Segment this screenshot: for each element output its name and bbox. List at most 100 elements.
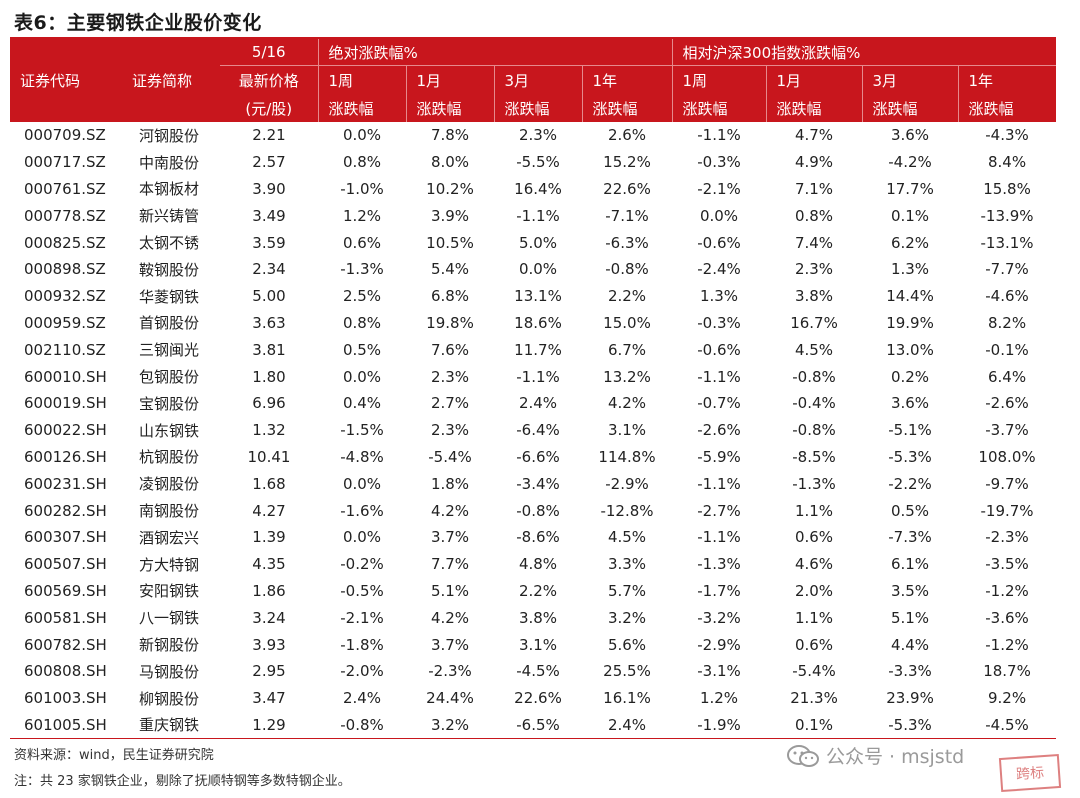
latest-price: 1.86 (252, 581, 286, 600)
rel-change-cell: 3.6% (890, 394, 930, 413)
abs-change-cell: -0.5% (340, 581, 384, 600)
header-change: 涨跌幅 (861, 94, 959, 122)
rel-change-cell: -2.6% (985, 394, 1029, 413)
abs-change-cell: 0.4% (342, 394, 382, 413)
header-rel-group: 相对沪深300指数涨跌幅% (671, 39, 1057, 66)
stock-name: 河钢股份 (139, 126, 200, 145)
stock-name: 重庆钢铁 (122, 711, 220, 740)
rel-change-cell: -1.7% (697, 581, 741, 600)
header-code: 证券代码 (10, 39, 122, 122)
stock-name: 太钢不锈 (139, 234, 200, 253)
abs-change-cell: 5.4% (430, 260, 470, 279)
source-note: 资料来源：wind，民生证券研究院 (14, 748, 214, 763)
abs-change-cell: 0.8% (342, 153, 382, 172)
latest-price: 5.00 (252, 287, 286, 306)
rel-change-cell: 4.5% (794, 340, 834, 359)
abs-change-cell: -1.3% (340, 260, 384, 279)
latest-price: 1.39 (252, 528, 286, 547)
header-change: 涨跌幅 (581, 94, 673, 122)
stock-code: 000932.SZ (24, 287, 106, 306)
abs-change-cell: -0.8% (516, 501, 560, 520)
abs-change-cell: 0.0% (342, 367, 382, 386)
rel-change-cell: 4.7% (794, 126, 834, 145)
abs-change-cell: 2.4% (582, 711, 673, 740)
stock-code: 600126.SH (24, 447, 107, 466)
stock-name: 安阳钢铁 (139, 582, 200, 601)
rel-change-cell: 1.3% (890, 260, 930, 279)
stock-code: 601003.SH (24, 689, 107, 708)
rel-change-cell: 13.0% (886, 340, 934, 359)
abs-change-cell: 19.8% (426, 313, 474, 332)
rel-change-cell: 6.1% (890, 555, 930, 574)
table-row: 000717.SZ 中南股份 2.57 0.8% 8.0% -5.5% 15.2% -0.3%… (10, 149, 1056, 176)
stock-name: 鞍钢股份 (139, 260, 200, 279)
rel-change-cell: -19.7% (980, 501, 1034, 520)
rel-change-cell: -3.5% (985, 555, 1029, 574)
abs-change-cell: 3.1% (518, 635, 558, 654)
abs-change-cell: 0.5% (342, 340, 382, 359)
rel-change-cell: 1.1% (794, 608, 834, 627)
abs-change-cell: -4.5% (516, 662, 560, 681)
header-period: 3月 (493, 65, 582, 94)
latest-price: 3.47 (252, 689, 286, 708)
abs-change-cell: -4.8% (340, 447, 384, 466)
latest-price: 3.81 (252, 340, 286, 359)
abs-change-cell: 2.7% (430, 394, 470, 413)
rel-change-cell: -1.2% (985, 635, 1029, 654)
stock-code: 000709.SZ (24, 126, 106, 145)
latest-price: 1.32 (252, 421, 286, 440)
abs-change-cell: -1.6% (340, 501, 384, 520)
rel-change-cell: 21.3% (790, 689, 838, 708)
rel-change-cell: -4.5% (958, 711, 1057, 740)
rel-change-cell: 8.2% (987, 313, 1027, 332)
table-body: 000709.SZ 河钢股份 2.21 0.0% 7.8% 2.3% 2.6% -1.1% 4.… (10, 122, 1057, 740)
table-row: 601005.SH 重庆钢铁 1.29 -0.8% 3.2% -6.5% 2.4% -1.9%… (10, 711, 1057, 740)
latest-price: 6.96 (252, 394, 286, 413)
stock-name: 凌钢股份 (139, 475, 200, 494)
header-period: 1月 (765, 65, 863, 94)
abs-change-cell: 7.8% (430, 126, 470, 145)
stock-code: 600282.SH (24, 501, 107, 520)
abs-change-cell: 11.7% (514, 340, 562, 359)
rel-change-cell: -5.4% (792, 662, 836, 681)
abs-change-cell: -2.0% (340, 662, 384, 681)
stock-code: 600581.SH (24, 608, 107, 627)
abs-change-cell: 0.0% (342, 528, 382, 547)
latest-price: 1.80 (252, 367, 286, 386)
rel-change-cell: 15.8% (983, 179, 1031, 198)
header-abs-group: 绝对涨跌幅% (317, 39, 673, 66)
abs-change-cell: 4.2% (607, 394, 647, 413)
rel-change-cell: -9.7% (985, 474, 1029, 493)
abs-change-cell: 13.1% (514, 287, 562, 306)
abs-change-cell: -1.8% (340, 635, 384, 654)
table-row: 000709.SZ 河钢股份 2.21 0.0% 7.8% 2.3% 2.6% -1.1% 4.… (10, 122, 1056, 149)
latest-price: 1.68 (252, 474, 286, 493)
rel-change-cell: -8.5% (792, 447, 836, 466)
rel-change-cell: -2.3% (985, 528, 1029, 547)
abs-change-cell: 0.0% (518, 260, 558, 279)
table-row: 600569.SH 安阳钢铁 1.86 -0.5% 5.1% 2.2% 5.7% -1.7% 2… (10, 578, 1056, 605)
rel-change-cell: -3.2% (697, 608, 741, 627)
abs-change-cell: 6.8% (430, 287, 470, 306)
abs-change-cell: 114.8% (598, 447, 656, 466)
rel-change-cell: 8.4% (987, 153, 1027, 172)
abs-change-cell: 4.8% (518, 555, 558, 574)
latest-price: 3.90 (252, 179, 286, 198)
abs-change-cell: 1.8% (430, 474, 470, 493)
rel-change-cell: 0.6% (794, 635, 834, 654)
rel-change-cell: -2.7% (697, 501, 741, 520)
rel-change-cell: -2.1% (697, 179, 741, 198)
rel-change-cell: -5.3% (862, 711, 959, 740)
latest-price: 4.35 (252, 555, 286, 574)
header-price-line1: 最新价格 (220, 65, 318, 94)
rel-change-cell: 3.8% (794, 287, 834, 306)
stock-code: 600782.SH (24, 635, 107, 654)
stock-name: 酒钢宏兴 (139, 528, 200, 547)
rel-change-cell: -2.6% (697, 421, 741, 440)
abs-change-cell: 2.6% (607, 126, 647, 145)
rel-change-cell: 1.2% (699, 689, 739, 708)
table-row: 000898.SZ 鞍钢股份 2.34 -1.3% 5.4% 0.0% -0.8% -2.4%… (10, 256, 1056, 283)
watermark-text: 公众号 · msjstd (826, 746, 965, 768)
header-period: 1月 (405, 65, 494, 94)
header-change: 涨跌幅 (765, 94, 863, 122)
